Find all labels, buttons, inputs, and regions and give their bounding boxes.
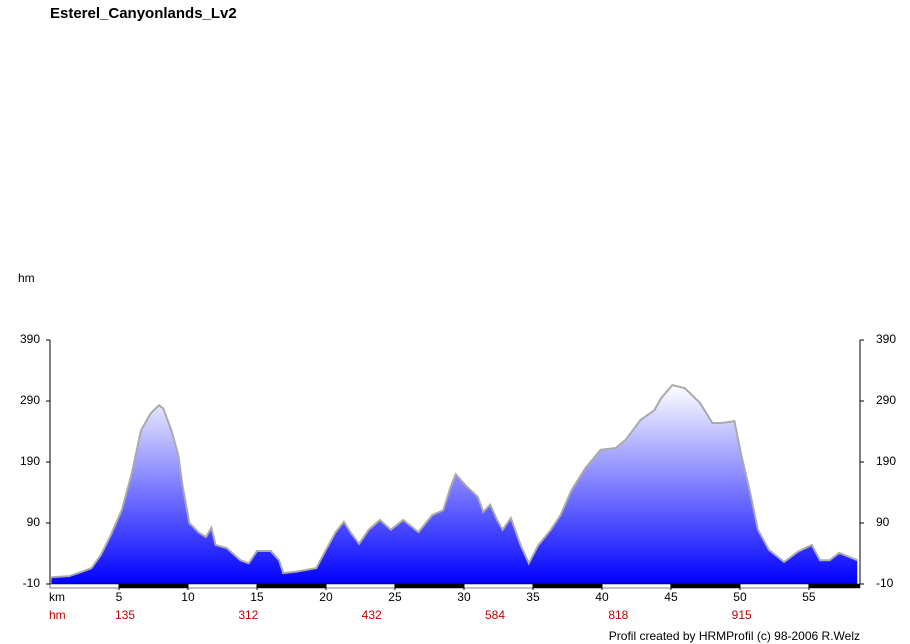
y-tick-label: 190 [20,454,40,468]
scale-segment [532,583,603,589]
scale-segment [256,583,327,589]
elevation-line [51,384,858,579]
scale-segment [49,583,120,589]
elevation-area [51,385,858,584]
y-tick-label: 390 [20,332,40,346]
scale-segment [118,583,189,589]
footer: Profil created by HRMProfil (c) 98-2006 … [609,629,860,643]
scale-segment [601,583,672,589]
x-tick-label: 55 [802,590,816,604]
y2-tick-label: 290 [876,393,896,407]
ascent-value: 818 [608,608,628,622]
x-tick-label: 5 [116,590,123,604]
scale-segment [325,583,396,589]
y2-tick-label: 390 [876,332,896,346]
x-tick-label: 15 [250,590,264,604]
x-tick-label: 10 [181,590,195,604]
ascent-value: 584 [485,608,505,622]
scale-segment [394,583,465,589]
x-tick-label: 20 [319,590,333,604]
scale-segment [187,583,258,589]
x-tick-label: 30 [457,590,471,604]
ascent-value: 915 [732,608,752,622]
y2-tick-label: 90 [876,515,890,529]
y-tick-label: 90 [27,515,41,529]
scale-segment [670,583,741,589]
y-axis-label: hm [18,271,35,285]
y2-tick-label: -10 [876,576,894,590]
scale-segment [808,583,861,589]
ascent-value: 312 [238,608,258,622]
y-tick-label: 290 [20,393,40,407]
x-tick-label: 45 [664,590,678,604]
x-tick-label: 35 [526,590,540,604]
y2-tick-label: 190 [876,454,896,468]
chart-title: Esterel_Canyonlands_Lv2 [50,5,237,22]
scale-segment [739,583,810,589]
ascent-value: 432 [362,608,382,622]
x-tick-label: 40 [595,590,609,604]
y-tick-label: -10 [23,576,41,590]
x-tick-label: 25 [388,590,402,604]
scale-segment [463,583,534,589]
ascent-label: hm [49,608,66,622]
x-axis-label: km [49,590,65,604]
ascent-value: 135 [115,608,135,622]
x-tick-label: 50 [733,590,747,604]
